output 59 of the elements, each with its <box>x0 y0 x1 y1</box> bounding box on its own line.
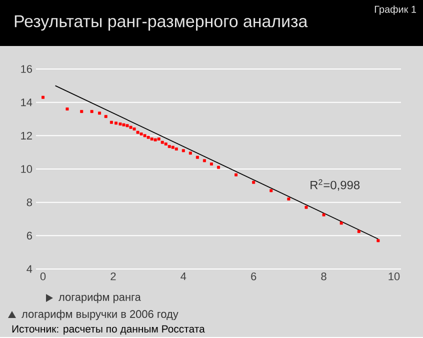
point <box>42 96 45 99</box>
point <box>146 136 150 139</box>
point <box>129 126 132 129</box>
point <box>188 152 192 155</box>
y-tick-label: 4 <box>26 265 32 273</box>
point <box>357 230 360 233</box>
point <box>160 140 164 144</box>
x-tick-label: 8 <box>321 272 326 280</box>
point <box>287 198 290 200</box>
point <box>132 128 136 130</box>
x-tick-label: 0 <box>40 272 46 280</box>
point <box>340 222 343 225</box>
point <box>140 132 143 136</box>
y-tick-label: 16 <box>21 65 32 73</box>
point <box>202 159 206 162</box>
point <box>126 124 129 128</box>
point <box>210 162 213 166</box>
point <box>217 166 220 169</box>
point <box>196 156 199 159</box>
point <box>168 145 171 148</box>
x-tick-label: 2 <box>110 272 116 280</box>
y-tick-label: 8 <box>26 198 32 206</box>
y-axis-title: логарифм выручки в 2006 году <box>22 310 178 320</box>
point <box>322 213 326 216</box>
y-tick-label: 14 <box>21 98 32 106</box>
point <box>104 115 108 118</box>
y-tick-label: 6 <box>26 232 32 240</box>
point <box>114 122 118 125</box>
chart-subtitle: График 1 <box>374 6 416 15</box>
point <box>171 146 174 149</box>
point <box>182 149 185 152</box>
point <box>90 110 94 113</box>
annotation: R$^{2}$=0,998 <box>310 179 360 191</box>
point <box>174 148 178 150</box>
point <box>234 173 238 176</box>
point <box>118 122 122 126</box>
point <box>164 142 168 146</box>
point <box>304 206 308 209</box>
point <box>110 120 113 124</box>
point <box>157 138 160 140</box>
point <box>80 110 84 113</box>
point <box>136 130 140 134</box>
x-tick-label: 6 <box>251 272 256 280</box>
point <box>252 180 256 184</box>
x-tick-label: 4 <box>180 272 186 280</box>
x-tick-label: 10 <box>388 272 400 280</box>
point <box>154 138 157 142</box>
x-axis-title: логарифм ранга <box>58 292 141 304</box>
point <box>122 123 126 126</box>
point <box>143 134 146 138</box>
point <box>98 112 102 115</box>
y-tick-label: 12 <box>21 132 32 140</box>
point <box>150 138 154 140</box>
chart-title: Результаты ранг-размерного анализа <box>14 15 308 31</box>
point <box>270 189 273 192</box>
y-tick-label: 10 <box>21 165 32 173</box>
text: Источник: расчеты по данным Росстата <box>12 325 205 335</box>
point <box>66 108 69 110</box>
point <box>376 239 380 242</box>
